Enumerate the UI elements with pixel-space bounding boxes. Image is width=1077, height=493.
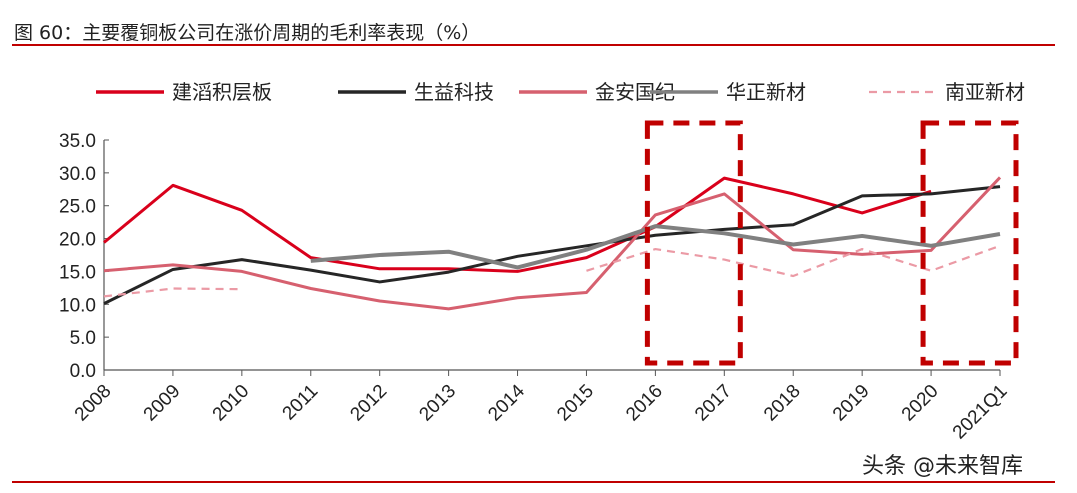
footer-divider xyxy=(12,481,1055,483)
x-tick-label: 2015 xyxy=(553,381,598,426)
y-tick-label: 15.0 xyxy=(59,262,96,283)
x-tick-label: 2017 xyxy=(691,381,736,426)
highlight-box-0 xyxy=(644,120,743,366)
legend-label: 南亚新材 xyxy=(945,80,1025,104)
y-tick-label: 35.0 xyxy=(59,131,96,152)
y-tick-label: 5.0 xyxy=(70,328,96,349)
x-tick-label: 2018 xyxy=(760,381,805,426)
x-tick-label: 2019 xyxy=(829,381,874,426)
series-line-0 xyxy=(103,176,932,273)
legend-label: 建滔积层板 xyxy=(172,80,272,104)
watermark: 头条 @未来智库 xyxy=(862,454,1023,479)
x-tick-label: 2016 xyxy=(622,381,667,426)
highlight-box-1 xyxy=(920,120,1019,366)
series-line-1 xyxy=(103,185,1001,305)
chart-title: 图 60：主要覆铜板公司在涨价周期的毛利率表现（%） xyxy=(14,22,481,44)
y-tick-label: 10.0 xyxy=(59,295,96,316)
legend-label: 华正新材 xyxy=(726,80,806,104)
x-tick-label: 2021Q1 xyxy=(949,381,1012,444)
y-tick-label: 0.0 xyxy=(70,361,96,382)
x-tick-label: 2014 xyxy=(484,380,529,425)
x-tick-label: 2020 xyxy=(898,381,943,426)
series-line-2 xyxy=(103,176,1002,311)
y-tick-label: 30.0 xyxy=(59,164,96,185)
x-tick-label: 2012 xyxy=(346,381,391,426)
y-tick-label: 20.0 xyxy=(59,230,96,251)
series-line-4 xyxy=(103,287,242,298)
series-line-3 xyxy=(310,224,1001,270)
x-tick-label: 2011 xyxy=(279,381,323,425)
series-line-4 xyxy=(586,244,1001,278)
y-tick-label: 25.0 xyxy=(59,197,96,218)
legend-label: 生益科技 xyxy=(414,80,494,104)
title-divider xyxy=(12,44,1055,46)
x-tick-label: 2009 xyxy=(140,381,185,426)
x-tick-label: 2008 xyxy=(71,381,116,426)
x-tick-label: 2013 xyxy=(415,381,460,426)
x-tick-label: 2010 xyxy=(209,381,254,426)
